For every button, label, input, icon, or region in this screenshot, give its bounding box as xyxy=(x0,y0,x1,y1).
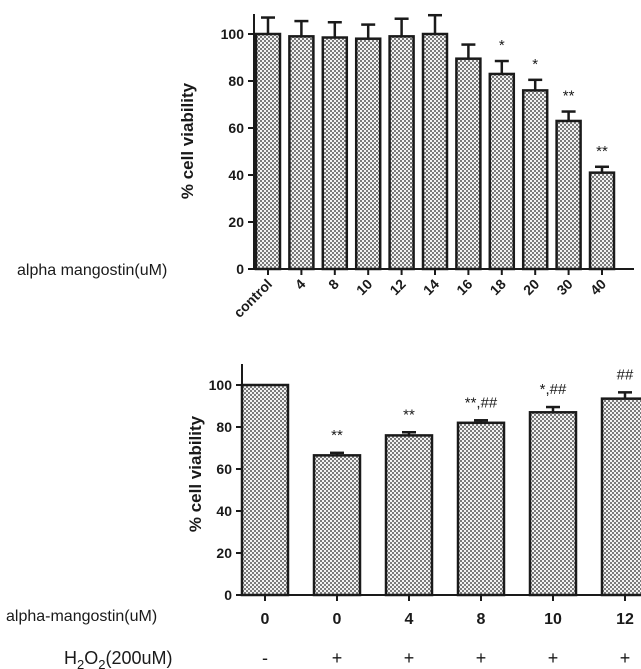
y-tick-label: 40 xyxy=(228,167,244,183)
y-tick-label: 20 xyxy=(216,545,232,561)
chart-bottom-x-axis-label: alpha-mangostin(uM) xyxy=(6,608,157,625)
y-tick-label: 80 xyxy=(216,419,232,435)
chart-top-bars xyxy=(254,32,616,271)
x-tick-label: 16 xyxy=(453,276,475,298)
bar xyxy=(254,32,282,271)
significance-label: *,## xyxy=(540,381,567,398)
significance-label: ## xyxy=(617,366,634,383)
y-tick-label: 20 xyxy=(228,214,244,230)
chart-bottom-x-ticks: 0 0 4 8 10 12 xyxy=(261,595,634,628)
h2o2-treatment-sign: + xyxy=(404,648,415,668)
h2o2-treatment-sign: + xyxy=(620,648,631,668)
chart-bottom-h2o2-label: H2O2(200uM) xyxy=(64,648,173,669)
y-tick-label: 60 xyxy=(216,461,232,477)
chart-bottom-h2o2-row: - + + + + + xyxy=(262,648,630,668)
bar xyxy=(588,171,616,271)
chart-top-y-axis-label: % cell viability xyxy=(178,82,197,199)
significance-label: * xyxy=(499,37,505,54)
bar xyxy=(288,35,315,271)
x-tick-label: 12 xyxy=(616,611,634,628)
x-tick-label: 0 xyxy=(333,611,342,628)
x-tick-label: 4 xyxy=(292,276,309,293)
x-tick-label: control xyxy=(230,276,275,321)
x-tick-label: 0 xyxy=(261,611,270,628)
x-tick-label: 20 xyxy=(520,276,542,298)
x-tick-label: 8 xyxy=(477,611,486,628)
significance-label: **,## xyxy=(465,394,498,411)
bar xyxy=(521,89,549,271)
chart-bottom-error-bars xyxy=(330,391,632,456)
chart-bottom-significance: ** ** **,## *,## ## xyxy=(331,366,634,443)
bar xyxy=(321,36,349,271)
y-tick-label: 40 xyxy=(216,503,232,519)
chart-bottom-y-axis-label: % cell viability xyxy=(186,415,205,532)
significance-label: * xyxy=(532,56,538,73)
chart-bottom: ** ** **,## *,## ## 0 20 40 60 80 100 0 0 4 8 10 12 - +… xyxy=(6,364,641,669)
bar xyxy=(354,37,382,271)
y-tick-label: 0 xyxy=(224,587,232,603)
x-tick-label: 18 xyxy=(487,276,509,298)
h2o2-treatment-sign: + xyxy=(476,648,487,668)
bar xyxy=(421,32,449,271)
significance-label: ** xyxy=(563,88,575,105)
y-tick-label: 100 xyxy=(221,26,245,42)
bar xyxy=(312,454,362,597)
bar xyxy=(555,119,582,271)
chart-top-x-axis-label: alpha mangostin(uM) xyxy=(17,262,167,279)
chart-top-x-ticks: control 4 8 10 12 14 16 18 20 30 40 xyxy=(230,269,609,321)
x-tick-label: 30 xyxy=(553,276,575,298)
bar xyxy=(488,72,516,271)
bar xyxy=(528,411,578,597)
x-tick-label: 8 xyxy=(325,276,342,293)
bar xyxy=(456,421,506,597)
bar xyxy=(455,57,482,271)
x-tick-label: 10 xyxy=(544,611,562,628)
y-tick-label: 80 xyxy=(228,73,244,89)
x-tick-label: 40 xyxy=(587,276,609,298)
bar xyxy=(600,397,641,597)
bar xyxy=(240,383,290,597)
y-tick-label: 100 xyxy=(209,377,233,393)
significance-label: ** xyxy=(596,143,608,160)
x-tick-label: 4 xyxy=(405,611,414,628)
x-tick-label: 12 xyxy=(386,276,408,298)
significance-label: ** xyxy=(403,406,415,423)
y-tick-label: 60 xyxy=(228,120,244,136)
h2o2-treatment-sign: + xyxy=(332,648,343,668)
chart-top-error-bars xyxy=(261,13,609,173)
significance-label: ** xyxy=(331,427,343,444)
chart-bottom-bars xyxy=(240,383,641,597)
chart-bottom-y-ticks: 0 20 40 60 80 100 xyxy=(209,377,242,603)
h2o2-treatment-sign: + xyxy=(548,648,559,668)
chart-top-y-ticks: 0 20 40 60 80 100 xyxy=(221,26,254,277)
y-tick-label: 0 xyxy=(236,261,244,277)
x-tick-label: 10 xyxy=(353,276,375,298)
bar xyxy=(388,35,415,271)
bar xyxy=(384,434,434,597)
h2o2-treatment-sign: - xyxy=(262,648,268,668)
x-tick-label: 14 xyxy=(420,276,442,298)
chart-top-significance: ****** xyxy=(499,37,608,160)
